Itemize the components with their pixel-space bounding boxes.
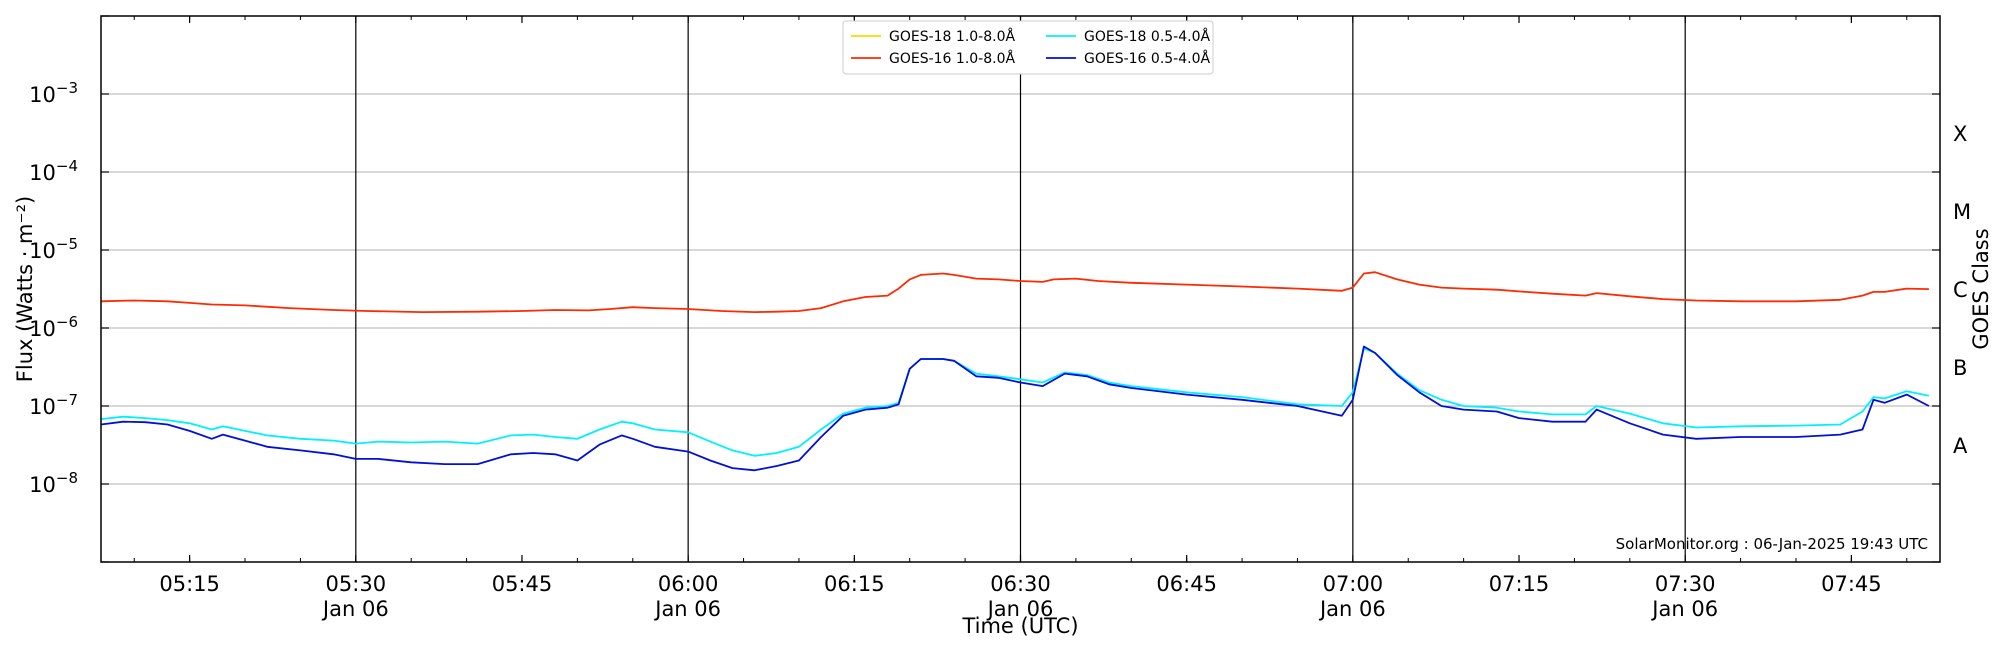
legend-item: GOES-16 1.0-8.0Å [851,50,1015,67]
y-axis-title: Flux (Watts · m⁻²) [13,196,37,382]
y-tick-label: 10−4 [29,157,78,185]
y-tick-label: 10−7 [29,391,78,419]
x-tick-label: 06:00 [658,572,719,596]
goes-class-label: X [1953,122,1967,146]
x-tick-label: 05:30 [326,572,387,596]
series-line-2 [100,347,1930,457]
x-tick-label: Jan 06 [653,597,721,621]
x-tick-label: Jan 06 [1650,597,1718,621]
legend: GOES-18 1.0-8.0Å GOES-16 1.0-8.0Å GOES-18 … [842,20,1214,75]
legend-label: GOES-18 0.5-4.0Å [1084,28,1210,45]
goes-class-label: B [1953,356,1967,380]
y-tick-label: 10−6 [29,313,78,341]
x-tick-label: 07:15 [1489,572,1550,596]
y-tick-label: 10−5 [29,235,78,263]
x-tick-label: 05:15 [159,572,220,596]
x-tick-label: Jan 06 [321,597,389,621]
goes-class-label: M [1953,200,1971,224]
series-line-3 [100,345,1930,472]
series-lines [100,271,1930,472]
legend-label: GOES-16 1.0-8.0Å [889,50,1015,67]
x-tick-label: Jan 06 [1318,597,1386,621]
y-axis-ticks: 10−3 10−4 10−5 10−6 10−7 10−8 [29,15,1940,563]
y-tick-label: 10−8 [29,469,78,497]
legend-item: GOES-18 1.0-8.0Å [851,28,1015,45]
x-tick-label: 05:45 [492,572,553,596]
legend-item: GOES-16 0.5-4.0Å [1046,50,1210,67]
x-tick-label: Jan 06 [986,597,1054,621]
x-axis-title: Time (UTC) [961,614,1078,638]
legend-label: GOES-18 1.0-8.0Å [889,28,1015,45]
legend-box [842,20,1214,75]
x-tick-label: 06:30 [990,572,1051,596]
goes-class-label: A [1953,434,1968,458]
series-line-1 [100,271,1929,314]
y-tick-label: 10−3 [29,79,78,107]
credit-text: SolarMonitor.org : 06-Jan-2025 19:43 UTC [1616,535,1928,553]
right-axis-title: GOES Class [1969,228,1993,349]
goes-class-label: C [1953,278,1968,302]
x-tick-label: 07:00 [1323,572,1384,596]
x-tick-label: 07:30 [1655,572,1716,596]
legend-item: GOES-18 0.5-4.0Å [1046,28,1210,45]
goes-class-labels: X M C B A [1953,122,1971,458]
legend-label: GOES-16 0.5-4.0Å [1084,50,1210,67]
x-tick-label: 06:45 [1156,572,1217,596]
x-tick-label: 07:45 [1821,572,1882,596]
x-tick-label: 06:15 [824,572,885,596]
day-marker-lines [355,16,1686,562]
